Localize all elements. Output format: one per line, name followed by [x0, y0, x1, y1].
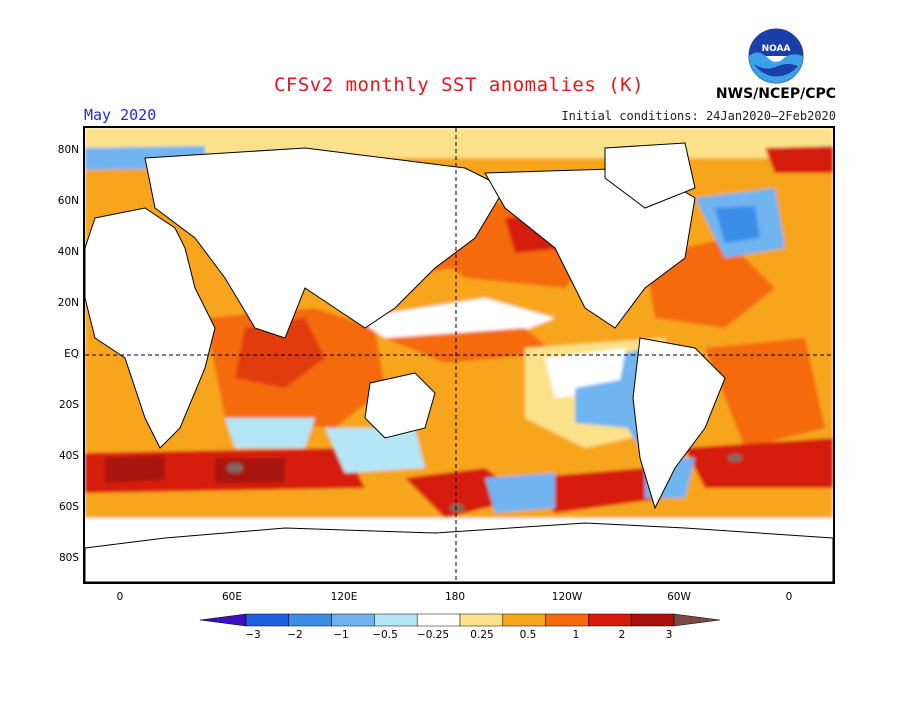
- forecast-month: May 2020: [84, 106, 157, 124]
- lat-label: 20S: [58, 399, 79, 411]
- agency-label: NWS/NCEP/CPC: [715, 86, 836, 102]
- initial-conditions: Initial conditions: 24Jan2020–2Feb2020: [561, 109, 836, 123]
- lat-label: 40S: [58, 450, 79, 462]
- colorbar-swatch: [288, 613, 332, 627]
- colorbar-swatch: [331, 613, 375, 627]
- colorbar-label: 0.25: [470, 629, 494, 641]
- colorbar-swatch: [416, 613, 461, 627]
- lon-label: 0: [785, 591, 793, 603]
- lat-label: 40N: [57, 246, 79, 258]
- lat-label: EQ: [64, 348, 79, 360]
- colorbar-label: 3: [665, 629, 673, 641]
- lat-label: 60S: [58, 501, 79, 513]
- noaa-logo-icon: NOAA: [748, 28, 804, 84]
- colorbar-swatch: [673, 613, 721, 627]
- lat-label: 80N: [57, 144, 79, 156]
- colorbar-label: −0.25: [416, 629, 450, 641]
- lon-label: 120E: [330, 591, 358, 603]
- colorbar-label: −3: [245, 629, 261, 641]
- colorbar-swatch: [630, 613, 675, 627]
- colorbar-swatch: [374, 613, 418, 627]
- colorbar-label: 0.5: [519, 629, 537, 641]
- colorbar-label: −2: [287, 629, 303, 641]
- colorbar-swatch: [245, 613, 290, 627]
- colorbar-label: 2: [618, 629, 626, 641]
- lon-label: 60W: [667, 591, 691, 603]
- lat-label: 60N: [57, 195, 79, 207]
- lon-label: 0: [116, 591, 124, 603]
- colorbar-label: −0.5: [372, 629, 398, 641]
- colorbar: [199, 612, 721, 631]
- lat-label: 80S: [58, 552, 79, 564]
- colorbar-label: 1: [572, 629, 580, 641]
- colorbar-swatch: [502, 613, 546, 627]
- colorbar-label: −1: [333, 629, 349, 641]
- land: [85, 142, 833, 582]
- lat-label: 20N: [57, 297, 79, 309]
- lon-label: 60E: [222, 591, 242, 603]
- lon-label: 180: [444, 591, 466, 603]
- chart-title: CFSv2 monthly SST anomalies (K): [273, 74, 645, 96]
- logo-text: NOAA: [762, 44, 791, 54]
- colorbar-swatch: [459, 613, 504, 627]
- colorbar-swatch: [199, 613, 247, 627]
- lon-label: 120W: [551, 591, 583, 603]
- colorbar-swatch: [588, 613, 632, 627]
- sst-anomaly-map: [83, 126, 835, 584]
- colorbar-swatch: [545, 613, 589, 627]
